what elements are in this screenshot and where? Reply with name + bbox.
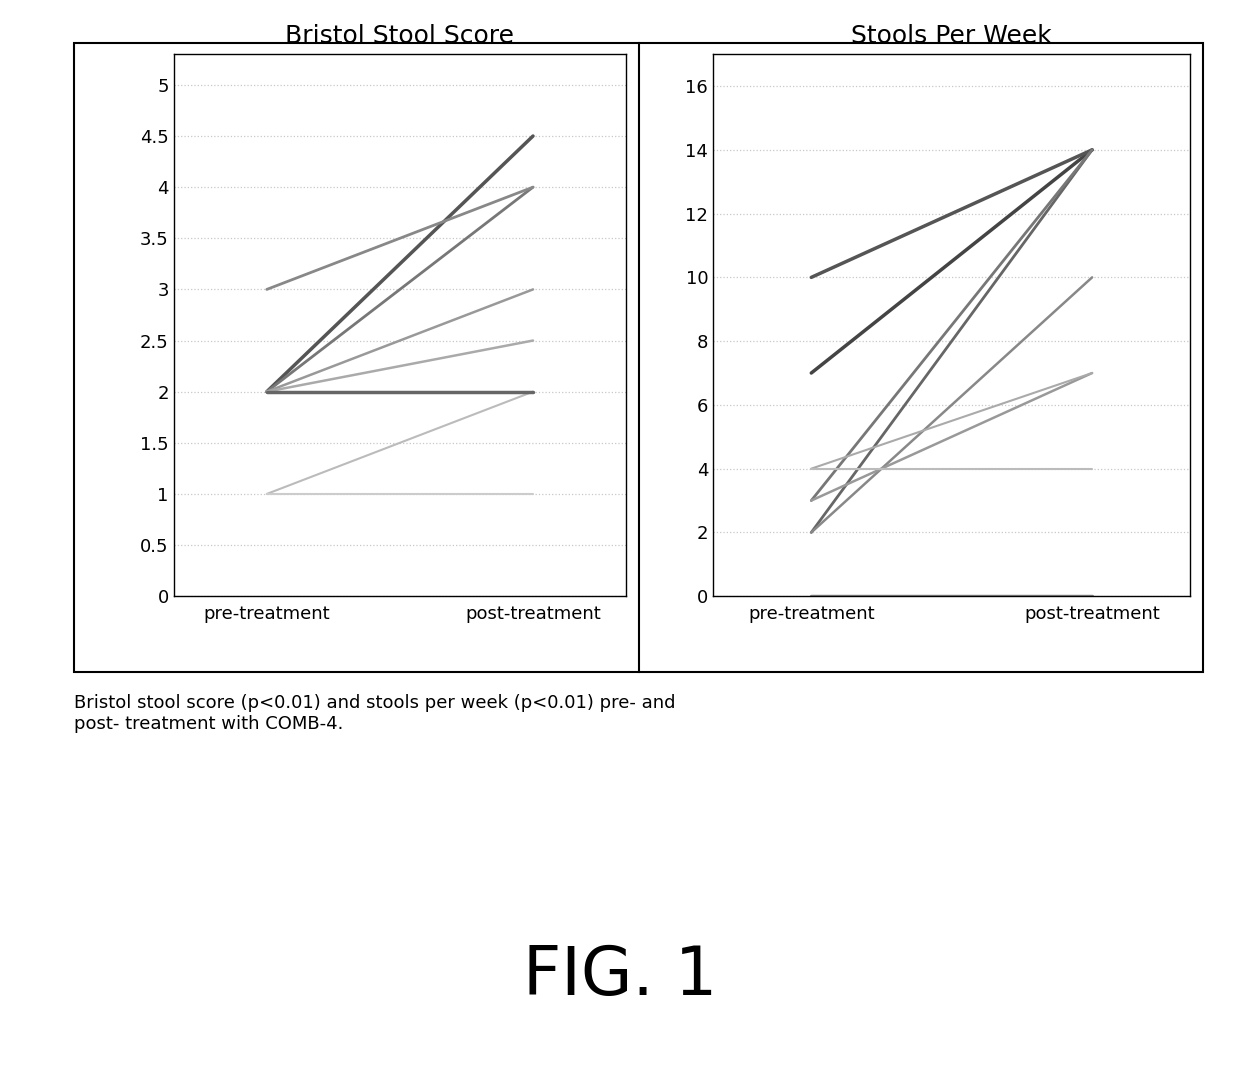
- Title: Bristol Stool Score: Bristol Stool Score: [285, 24, 515, 48]
- Text: FIG. 1: FIG. 1: [523, 943, 717, 1008]
- Title: Stools Per Week: Stools Per Week: [852, 24, 1052, 48]
- Text: Bristol stool score (p<0.01) and stools per week (p<0.01) pre- and
post- treatme: Bristol stool score (p<0.01) and stools …: [74, 694, 676, 733]
